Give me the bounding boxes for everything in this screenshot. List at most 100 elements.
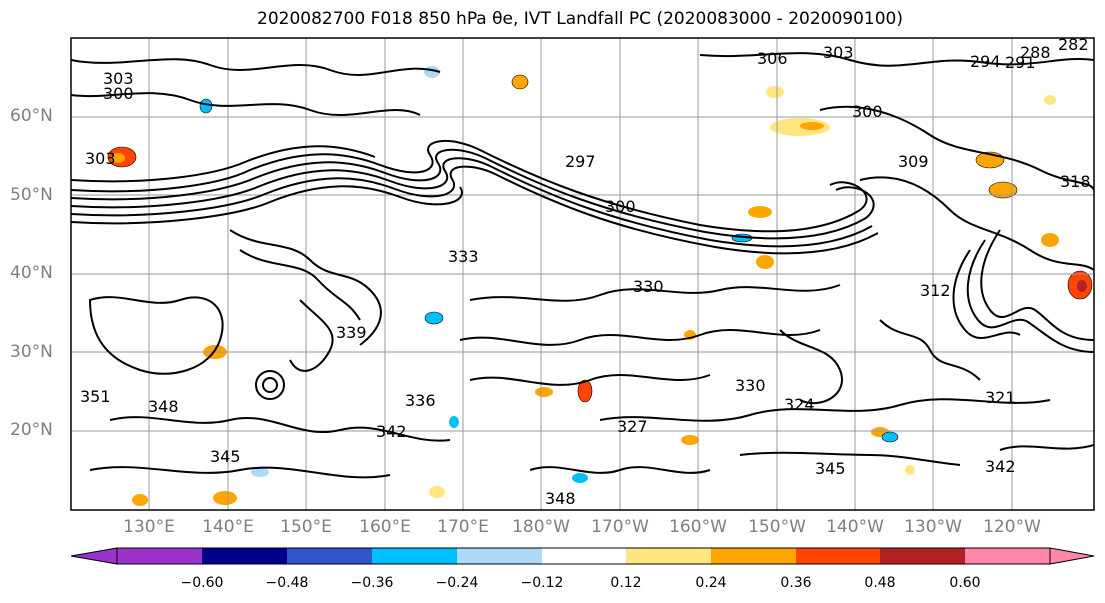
contour-line [71, 145, 376, 183]
colorbar-segment [880, 548, 965, 564]
colorbar-segment [457, 548, 542, 564]
shade-patch [199, 98, 213, 114]
longitude-label: 160°E [359, 517, 411, 537]
contour-line [459, 329, 821, 346]
colorbar-segment [117, 548, 202, 564]
shade-patch [756, 255, 774, 269]
colorbar-tick-label: −0.12 [520, 575, 564, 591]
contour-line [699, 52, 1094, 67]
contour-line [859, 176, 1094, 271]
contour-line [529, 466, 711, 474]
contour-label: 345 [815, 459, 846, 478]
shade-patch [800, 122, 824, 130]
longitude-label: 150°E [280, 517, 332, 537]
contour-line [88, 296, 224, 375]
colorbar-extend-high [1049, 547, 1095, 565]
contour-label: 297 [565, 152, 596, 171]
latitude-label: 20°N [10, 420, 53, 440]
colorbar-tick-label: 0.12 [610, 575, 642, 591]
contour-line [599, 398, 1051, 422]
contour-line [469, 284, 841, 302]
contour-line [966, 239, 1094, 353]
contour-label: 300 [103, 84, 134, 103]
colorbar-segment [287, 548, 372, 564]
colorbar-segment [965, 548, 1050, 564]
shade-patch [132, 494, 148, 506]
colorbar-tick-label: −0.36 [350, 575, 394, 591]
contour-label: 324 [784, 395, 815, 414]
shade-patch [1041, 233, 1059, 247]
contour-line [289, 299, 334, 372]
contour-label: 342 [985, 457, 1016, 476]
shade-patch [905, 465, 915, 475]
contour-line [819, 105, 1094, 191]
longitude-label: 130°W [904, 517, 962, 537]
contour-line [71, 148, 875, 240]
contour-label: 339 [336, 323, 367, 342]
contour-label: 300 [605, 197, 636, 216]
contour-label: 303 [103, 69, 134, 88]
contour-line [980, 229, 1094, 341]
shade-patch [766, 86, 784, 98]
contour-label: 327 [617, 417, 648, 436]
shade-patch [681, 435, 699, 445]
longitude-label: 130°E [123, 517, 175, 537]
colorbar-segment [202, 548, 287, 564]
colorbar-tick-label: −0.24 [435, 575, 479, 591]
shade-patch [881, 431, 899, 443]
graticule [71, 38, 1094, 510]
shade-patch [577, 379, 593, 403]
contour-layer [71, 52, 1094, 479]
contour-label: 288 [1020, 43, 1051, 62]
colorbar-segment [372, 548, 457, 564]
contour-line [71, 92, 421, 116]
colorbar [70, 547, 1095, 565]
shade-patch [572, 473, 588, 483]
colorbar-tick-label: 0.36 [780, 575, 812, 591]
shade-patch [1044, 95, 1056, 105]
longitude-label: 140°W [826, 517, 884, 537]
longitude-label: 180°W [512, 517, 570, 537]
latitude-label: 40°N [10, 263, 53, 283]
contour-label: 303 [823, 43, 854, 62]
longitude-label: 160°W [669, 517, 727, 537]
longitude-label: 170°W [591, 517, 649, 537]
colorbar-outline [116, 547, 1051, 565]
contour-line [229, 229, 382, 346]
latitude-label: 50°N [10, 185, 53, 205]
shade-patch [449, 416, 459, 428]
map-frame [70, 37, 1095, 511]
shade-patch [429, 486, 445, 498]
contour-label: 282 [1058, 35, 1089, 54]
colorbar-segment [711, 548, 796, 564]
contour-label: 336 [405, 391, 436, 410]
colorbar-segment [626, 548, 711, 564]
shade-patch [424, 311, 444, 325]
contour-line [952, 249, 1021, 339]
shade-patch [1077, 280, 1087, 292]
map-title: 2020082700 F018 850 hPa θe, IVT Landfall… [257, 9, 903, 29]
contour-label: 333 [448, 247, 479, 266]
contour-line [239, 249, 361, 321]
contour-label: 300 [852, 102, 883, 121]
colorbar-tick-label: 0.24 [695, 575, 727, 591]
longitude-label: 140°E [202, 517, 254, 537]
contour-line [71, 185, 463, 225]
contour-label-layer: 303 300 303 297 300 306 303 294 291 288 … [80, 35, 1091, 508]
contour-line [739, 451, 961, 466]
contour-label: 321 [985, 388, 1016, 407]
contour-label: 309 [898, 152, 929, 171]
contour-label: 345 [210, 447, 241, 466]
contour-label: 330 [735, 376, 766, 395]
colorbar-extend-low [70, 547, 118, 565]
contour-label: 306 [757, 49, 788, 68]
contour-line [779, 329, 843, 405]
contour-line [999, 444, 1094, 451]
colorbar-segment [796, 548, 880, 564]
contour-line [262, 377, 278, 393]
contour-line [89, 466, 391, 479]
shade-patch [111, 153, 125, 163]
longitude-label: 120°W [983, 517, 1041, 537]
contour-line [255, 370, 285, 400]
